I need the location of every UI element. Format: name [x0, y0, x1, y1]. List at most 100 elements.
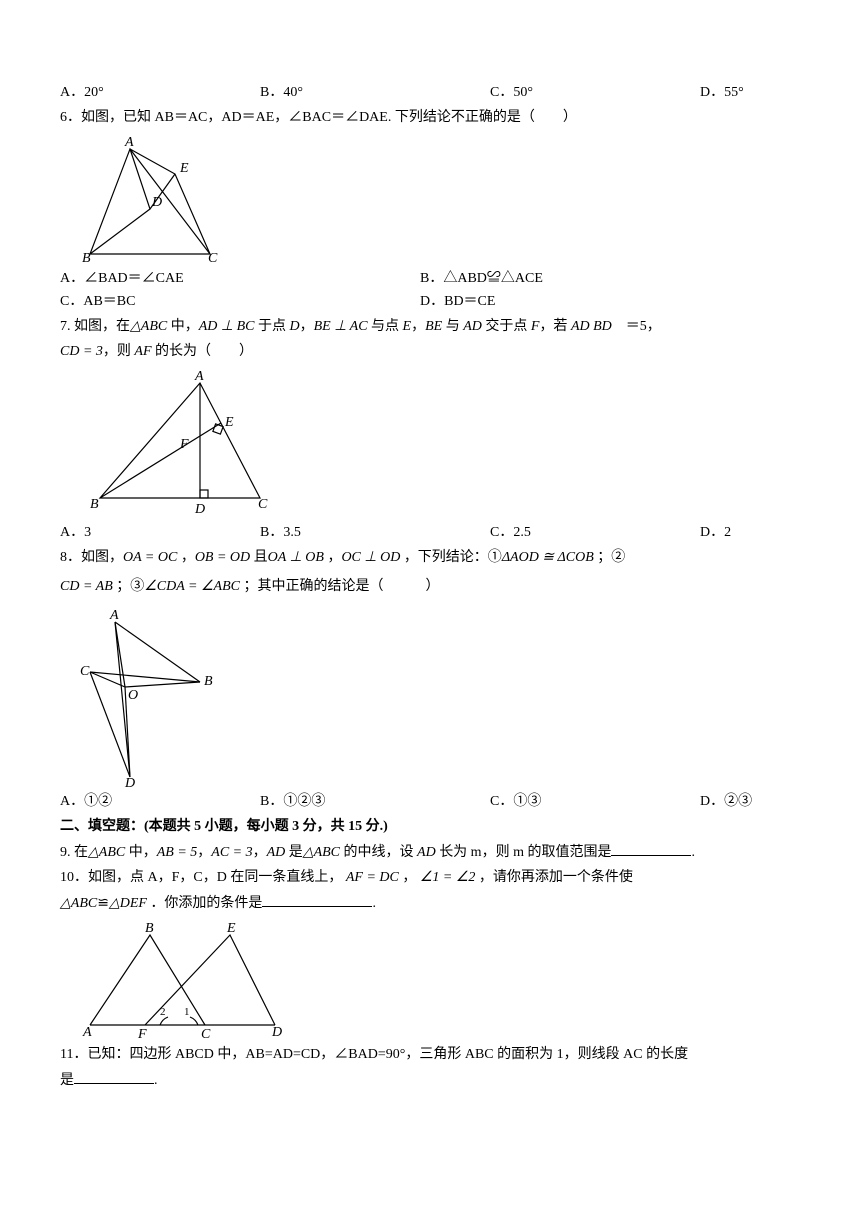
q11-blank: [74, 1069, 154, 1084]
q11-suffix: .: [154, 1073, 158, 1088]
q8-p2: ，: [177, 550, 195, 565]
q6-option-d: D．BD＝CE: [420, 291, 780, 312]
q10-l2-2: △DEF: [109, 896, 147, 911]
q7-label-e: E: [224, 415, 234, 430]
q7-figure: A B C D E F: [80, 368, 800, 518]
q10-l1-2: ，: [399, 870, 420, 885]
q7-option-d: D．2: [700, 522, 800, 543]
q7-part-8: 与点: [368, 319, 403, 334]
q7-option-a: A．3: [60, 522, 260, 543]
q8-option-c: C．①③: [490, 791, 700, 812]
q8-l2-2: ∠CDA = ∠ABC: [144, 579, 240, 594]
q10-l1-4: ，请你再添加一个条件使: [475, 870, 633, 885]
q10-l2-3: ．你添加的条件是: [147, 896, 263, 911]
q7-text: 7. 如图，在△ABC 中，AD ⊥ BC 于点 D，BE ⊥ AC 与点 E，…: [60, 316, 800, 337]
q6-option-c: C．AB＝BC: [60, 291, 420, 312]
q6-label-c: C: [208, 251, 218, 264]
q9-suffix: .: [691, 845, 695, 860]
q7-label-d: D: [194, 502, 205, 517]
q7-part-12: 与: [442, 319, 463, 334]
q5-option-c: C．50°: [490, 82, 700, 103]
q5-option-a: A．20°: [60, 82, 260, 103]
q6-option-a: A．∠BAD＝∠CAE: [60, 268, 420, 289]
q8-label-o: O: [128, 688, 138, 703]
q11-prefix: 是: [60, 1073, 74, 1088]
q7-part-3: AD ⊥ BC: [199, 319, 255, 334]
q8-label-b: B: [204, 674, 213, 689]
q8-p5: OA ⊥ OB: [268, 550, 324, 565]
q8-l2-1: ；③: [113, 579, 145, 594]
q8-p10: ；②: [594, 550, 626, 565]
q7-text-line2: CD = 3，则 AF 的长为（ ）: [60, 341, 800, 362]
q9-p2: 中，: [125, 845, 157, 860]
section2-header: 二、填空题：(本题共 5 小题，每小题 3 分，共 15 分.): [60, 816, 800, 837]
q6-options-row1: A．∠BAD＝∠CAE B．△ABD≌△ACE: [60, 268, 800, 289]
q9-p6: ，: [253, 845, 267, 860]
q8-text: 8．如图，OA = OC ，OB = OD 且OA ⊥ OB ，OC ⊥ OD …: [60, 547, 800, 568]
q10-label-a: A: [82, 1025, 92, 1040]
q9-p5: AC = 3: [211, 845, 252, 860]
q8-p8: ，下列结论：①: [400, 550, 502, 565]
q10-label-2: 2: [160, 1006, 166, 1018]
q9-p10: 的中线，设: [340, 845, 417, 860]
q8-p9: ΔAOD ≅ ΔCOB: [502, 550, 594, 565]
q10-figure: A B C D E F 1 2: [80, 920, 800, 1040]
q8-option-a: A．①②: [60, 791, 260, 812]
q7-option-c: C．2.5: [490, 522, 700, 543]
q8-l2-3: ；其中正确的结论是（ ）: [240, 579, 440, 594]
q7-label-a: A: [194, 369, 204, 384]
q10-l2-0: △ABC: [60, 896, 97, 911]
q10-label-1: 1: [184, 1006, 190, 1018]
q6-option-b: B．△ABD≌△ACE: [420, 268, 780, 289]
q7-part-1: △ABC: [130, 319, 167, 334]
q7-label-c: C: [258, 497, 268, 512]
q6-text: 6．如图，已知 AB＝AC，AD＝AE，∠BAC＝∠DAE. 下列结论不正确的是…: [60, 107, 800, 128]
q7-part-6: ，: [300, 319, 314, 334]
q6-options-row2: C．AB＝BC D．BD＝CE: [60, 291, 800, 312]
q8-p1: OA = OC: [123, 550, 177, 565]
q7-part-18: ＝5，: [612, 319, 661, 334]
q9-p4: ，: [197, 845, 211, 860]
q7-l2-1: ，则: [103, 344, 135, 359]
q10-label-d: D: [271, 1025, 282, 1040]
q9-p9: △ABC: [303, 845, 340, 860]
q10-label-c: C: [201, 1027, 211, 1040]
q7-option-b: B．3.5: [260, 522, 490, 543]
q7-part-0: 7. 如图，在: [60, 319, 130, 334]
q9-text: 9. 在△ABC 中，AB = 5，AC = 3，AD 是△ABC 的中线，设 …: [60, 841, 800, 863]
q7-options: A．3 B．3.5 C．2.5 D．2: [60, 522, 800, 543]
q7-part-7: BE ⊥ AC: [314, 319, 368, 334]
q7-part-13: AD: [463, 319, 482, 334]
q7-part-5: D: [289, 319, 299, 334]
q8-p6: ，: [324, 550, 342, 565]
q7-part-4: 于点: [254, 319, 289, 334]
q8-label-a: A: [109, 608, 119, 623]
q10-l1-0: 10．如图，点 A，F，C，D 在同一条直线上，: [60, 870, 346, 885]
q9-p12: 长为 m，则 m 的取值范围是: [436, 845, 612, 860]
q8-label-c: C: [80, 664, 90, 679]
q6-label-d: D: [151, 195, 162, 210]
q7-part-2: 中，: [167, 319, 199, 334]
q10-label-b: B: [145, 921, 154, 936]
q10-text-line2: △ABC≌△DEF ．你添加的条件是.: [60, 892, 800, 914]
q6-label-a: A: [124, 135, 134, 150]
q9-p7: AD: [267, 845, 286, 860]
q8-p3: OB = OD: [195, 550, 250, 565]
q7-part-14: 交于点: [482, 319, 531, 334]
q8-p0: 8．如图，: [60, 550, 123, 565]
q6-figure: A E D B C: [80, 134, 800, 264]
q10-text-line1: 10．如图，点 A，F，C，D 在同一条直线上， AF = DC ， ∠1 = …: [60, 867, 800, 888]
q5-option-d: D．55°: [700, 82, 800, 103]
q11-line2: 是.: [60, 1069, 800, 1091]
q9-p11: AD: [417, 845, 436, 860]
q7-label-f: F: [179, 437, 189, 452]
q10-l1-1: AF = DC: [346, 870, 399, 885]
q7-l2-3: 的长为（ ）: [152, 344, 254, 359]
q8-options: A．①② B．①②③ C．①③ D．②③: [60, 791, 800, 812]
q7-label-b: B: [90, 497, 99, 512]
q6-label-b: B: [82, 251, 91, 264]
q8-option-b: B．①②③: [260, 791, 490, 812]
q5-option-b: B．40°: [260, 82, 490, 103]
q8-l2-0: CD = AB: [60, 579, 113, 594]
q9-p0: 9. 在: [60, 845, 88, 860]
